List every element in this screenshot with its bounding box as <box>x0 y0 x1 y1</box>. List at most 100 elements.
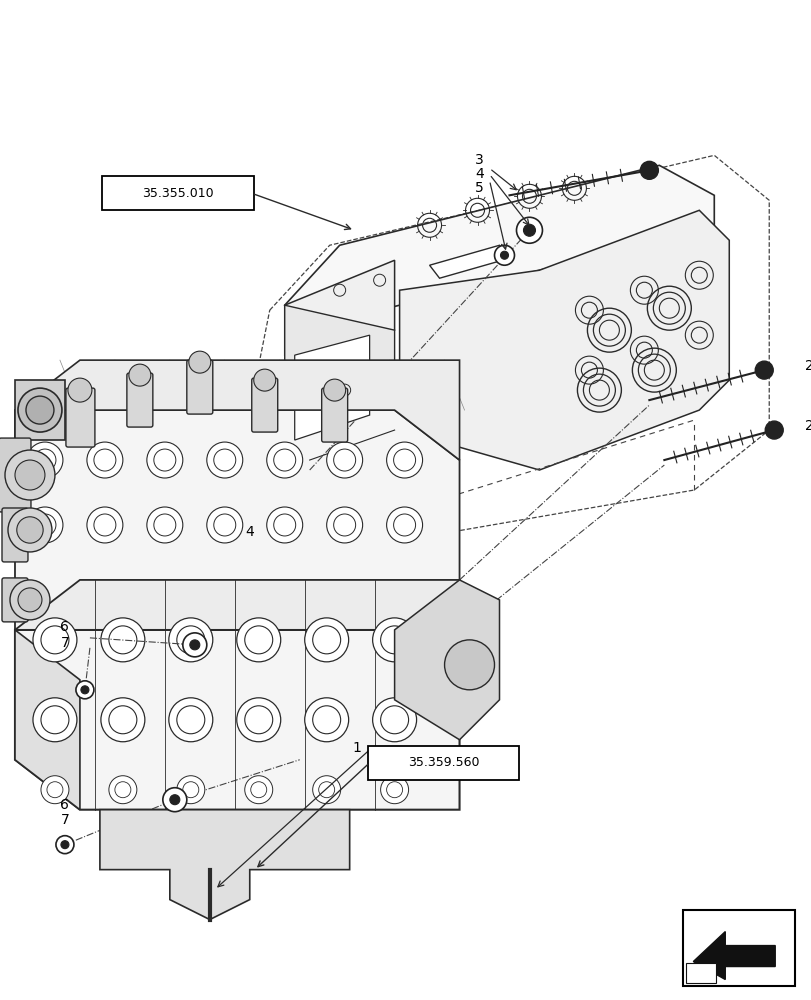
Circle shape <box>444 640 494 690</box>
Circle shape <box>101 618 144 662</box>
Circle shape <box>266 507 303 543</box>
Circle shape <box>87 442 122 478</box>
Circle shape <box>273 514 295 536</box>
FancyBboxPatch shape <box>101 176 253 210</box>
Circle shape <box>114 782 131 798</box>
Circle shape <box>207 507 242 543</box>
Circle shape <box>163 788 187 812</box>
Circle shape <box>18 588 42 612</box>
Circle shape <box>10 580 50 620</box>
Circle shape <box>764 421 783 439</box>
Circle shape <box>177 706 204 734</box>
Circle shape <box>253 369 276 391</box>
Circle shape <box>380 706 408 734</box>
Circle shape <box>380 776 408 804</box>
Circle shape <box>494 245 514 265</box>
Circle shape <box>101 698 144 742</box>
FancyBboxPatch shape <box>367 746 519 780</box>
Circle shape <box>372 618 416 662</box>
Circle shape <box>386 782 402 798</box>
Text: 35.355.010: 35.355.010 <box>142 187 213 200</box>
Circle shape <box>393 449 415 471</box>
Circle shape <box>312 706 341 734</box>
Circle shape <box>17 517 43 543</box>
Circle shape <box>76 681 94 699</box>
Circle shape <box>333 449 355 471</box>
Circle shape <box>15 460 45 490</box>
Polygon shape <box>100 810 350 920</box>
Polygon shape <box>394 580 499 740</box>
Circle shape <box>177 776 204 804</box>
FancyBboxPatch shape <box>251 378 277 432</box>
Text: 5: 5 <box>474 181 483 195</box>
Circle shape <box>129 364 151 386</box>
Text: 6: 6 <box>61 798 69 812</box>
Polygon shape <box>15 360 459 460</box>
Circle shape <box>326 507 363 543</box>
Circle shape <box>207 442 242 478</box>
Circle shape <box>33 698 77 742</box>
Text: 4: 4 <box>245 525 254 539</box>
Circle shape <box>182 633 207 657</box>
Circle shape <box>237 698 281 742</box>
Circle shape <box>34 514 56 536</box>
Circle shape <box>81 686 88 694</box>
Polygon shape <box>15 410 459 630</box>
Circle shape <box>189 351 211 373</box>
FancyBboxPatch shape <box>127 373 152 427</box>
Circle shape <box>8 508 52 552</box>
Circle shape <box>266 442 303 478</box>
Polygon shape <box>294 335 369 440</box>
Polygon shape <box>15 630 459 810</box>
Circle shape <box>109 626 137 654</box>
Circle shape <box>94 514 116 536</box>
Circle shape <box>147 507 182 543</box>
Text: 7: 7 <box>61 636 69 650</box>
Circle shape <box>94 449 116 471</box>
Circle shape <box>41 706 69 734</box>
Text: 1: 1 <box>352 741 361 755</box>
Circle shape <box>372 698 416 742</box>
Circle shape <box>41 626 69 654</box>
Circle shape <box>304 698 348 742</box>
Circle shape <box>87 507 122 543</box>
Circle shape <box>147 442 182 478</box>
Circle shape <box>61 841 69 849</box>
Polygon shape <box>15 380 65 440</box>
Circle shape <box>244 776 272 804</box>
Circle shape <box>177 626 204 654</box>
Circle shape <box>326 442 363 478</box>
Circle shape <box>312 776 341 804</box>
Circle shape <box>41 776 69 804</box>
Circle shape <box>169 795 179 805</box>
Circle shape <box>273 449 295 471</box>
Circle shape <box>109 776 137 804</box>
FancyBboxPatch shape <box>0 438 31 512</box>
Polygon shape <box>693 932 775 980</box>
Circle shape <box>237 618 281 662</box>
Circle shape <box>56 836 74 854</box>
Circle shape <box>386 442 422 478</box>
Circle shape <box>169 618 212 662</box>
Circle shape <box>312 626 341 654</box>
Circle shape <box>516 217 542 243</box>
Circle shape <box>18 388 62 432</box>
Polygon shape <box>429 245 508 278</box>
Circle shape <box>393 514 415 536</box>
Polygon shape <box>285 165 714 345</box>
FancyBboxPatch shape <box>685 963 715 983</box>
Text: 2: 2 <box>804 359 811 373</box>
Text: 4: 4 <box>474 167 483 181</box>
Circle shape <box>386 507 422 543</box>
Circle shape <box>500 251 508 259</box>
Polygon shape <box>15 580 459 680</box>
FancyBboxPatch shape <box>2 578 28 622</box>
Circle shape <box>34 449 56 471</box>
Circle shape <box>754 361 772 379</box>
FancyBboxPatch shape <box>2 508 28 562</box>
Circle shape <box>523 224 534 236</box>
FancyBboxPatch shape <box>683 910 794 986</box>
FancyBboxPatch shape <box>187 360 212 414</box>
Circle shape <box>333 514 355 536</box>
Circle shape <box>380 626 408 654</box>
